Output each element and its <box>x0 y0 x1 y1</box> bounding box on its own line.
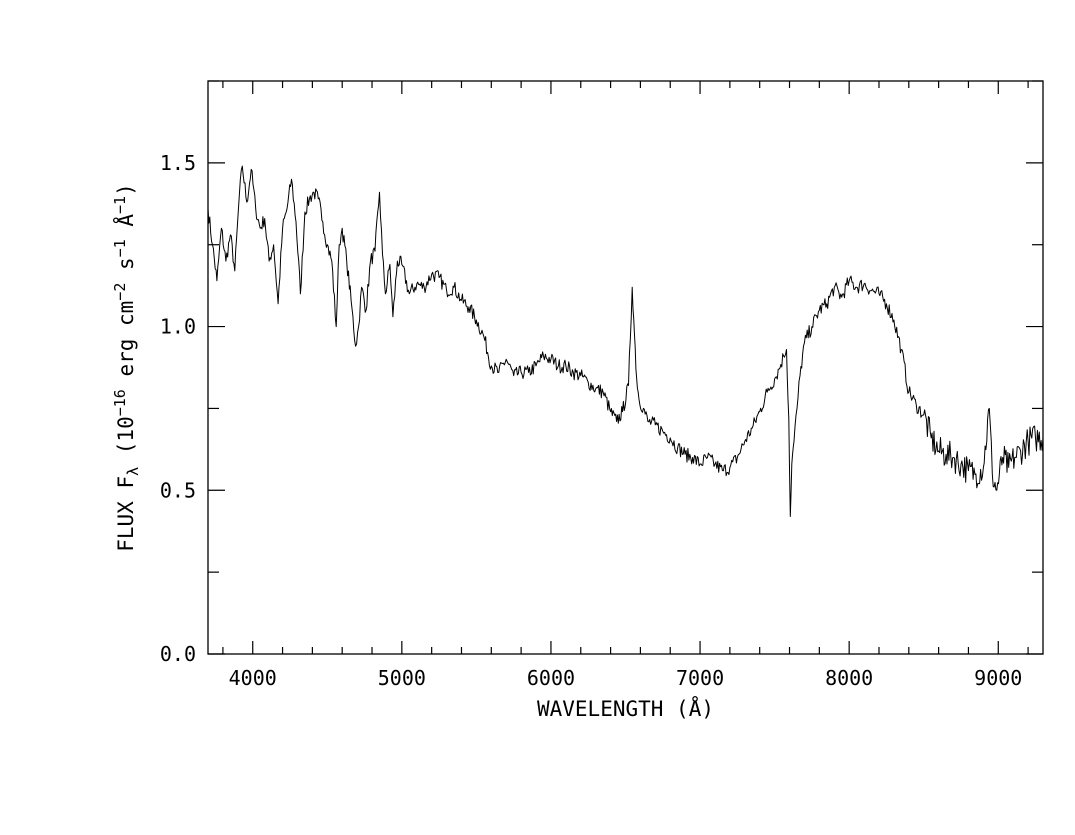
y-title-after2: s <box>114 257 138 282</box>
y-title-exp4: −1 <box>111 196 129 214</box>
y-title-after1: erg cm <box>114 301 138 390</box>
y-title-mid: (10 <box>114 416 138 467</box>
y-title-after3: Å <box>112 214 138 240</box>
x-axis-title: WAVELENGTH (Å) <box>537 695 714 721</box>
tick-labels: 4000 5000 6000 7000 8000 9000 0.0 0.5 1.0 1.5 <box>160 151 1022 690</box>
y-tick-label: 1.0 <box>160 315 196 339</box>
plot-frame <box>207 80 1044 655</box>
y-title-prefix: FLUX F <box>114 476 138 552</box>
y-title-subscript: λ <box>124 467 142 476</box>
x-tick-label: 7000 <box>676 666 724 690</box>
y-axis-title: FLUX Fλ (10−16 erg cm−2 s−1 Å−1) <box>111 183 142 552</box>
y-title-exp1: −16 <box>111 389 129 416</box>
x-tick-label: 4000 <box>229 666 277 690</box>
axis-ticks <box>208 80 1043 655</box>
x-tick-label: 5000 <box>378 666 426 690</box>
x-tick-label: 6000 <box>527 666 575 690</box>
flux-spectrum-line <box>207 165 1044 517</box>
x-tick-label: 9000 <box>974 666 1022 690</box>
y-title-exp2: −2 <box>111 283 129 301</box>
y-tick-label: 0.0 <box>160 642 196 666</box>
y-tick-label: 1.5 <box>160 151 196 175</box>
y-tick-label: 0.5 <box>160 478 196 502</box>
x-tick-label: 8000 <box>825 666 873 690</box>
y-title-suffix: ) <box>114 183 138 196</box>
y-title-exp3: −1 <box>111 239 129 257</box>
